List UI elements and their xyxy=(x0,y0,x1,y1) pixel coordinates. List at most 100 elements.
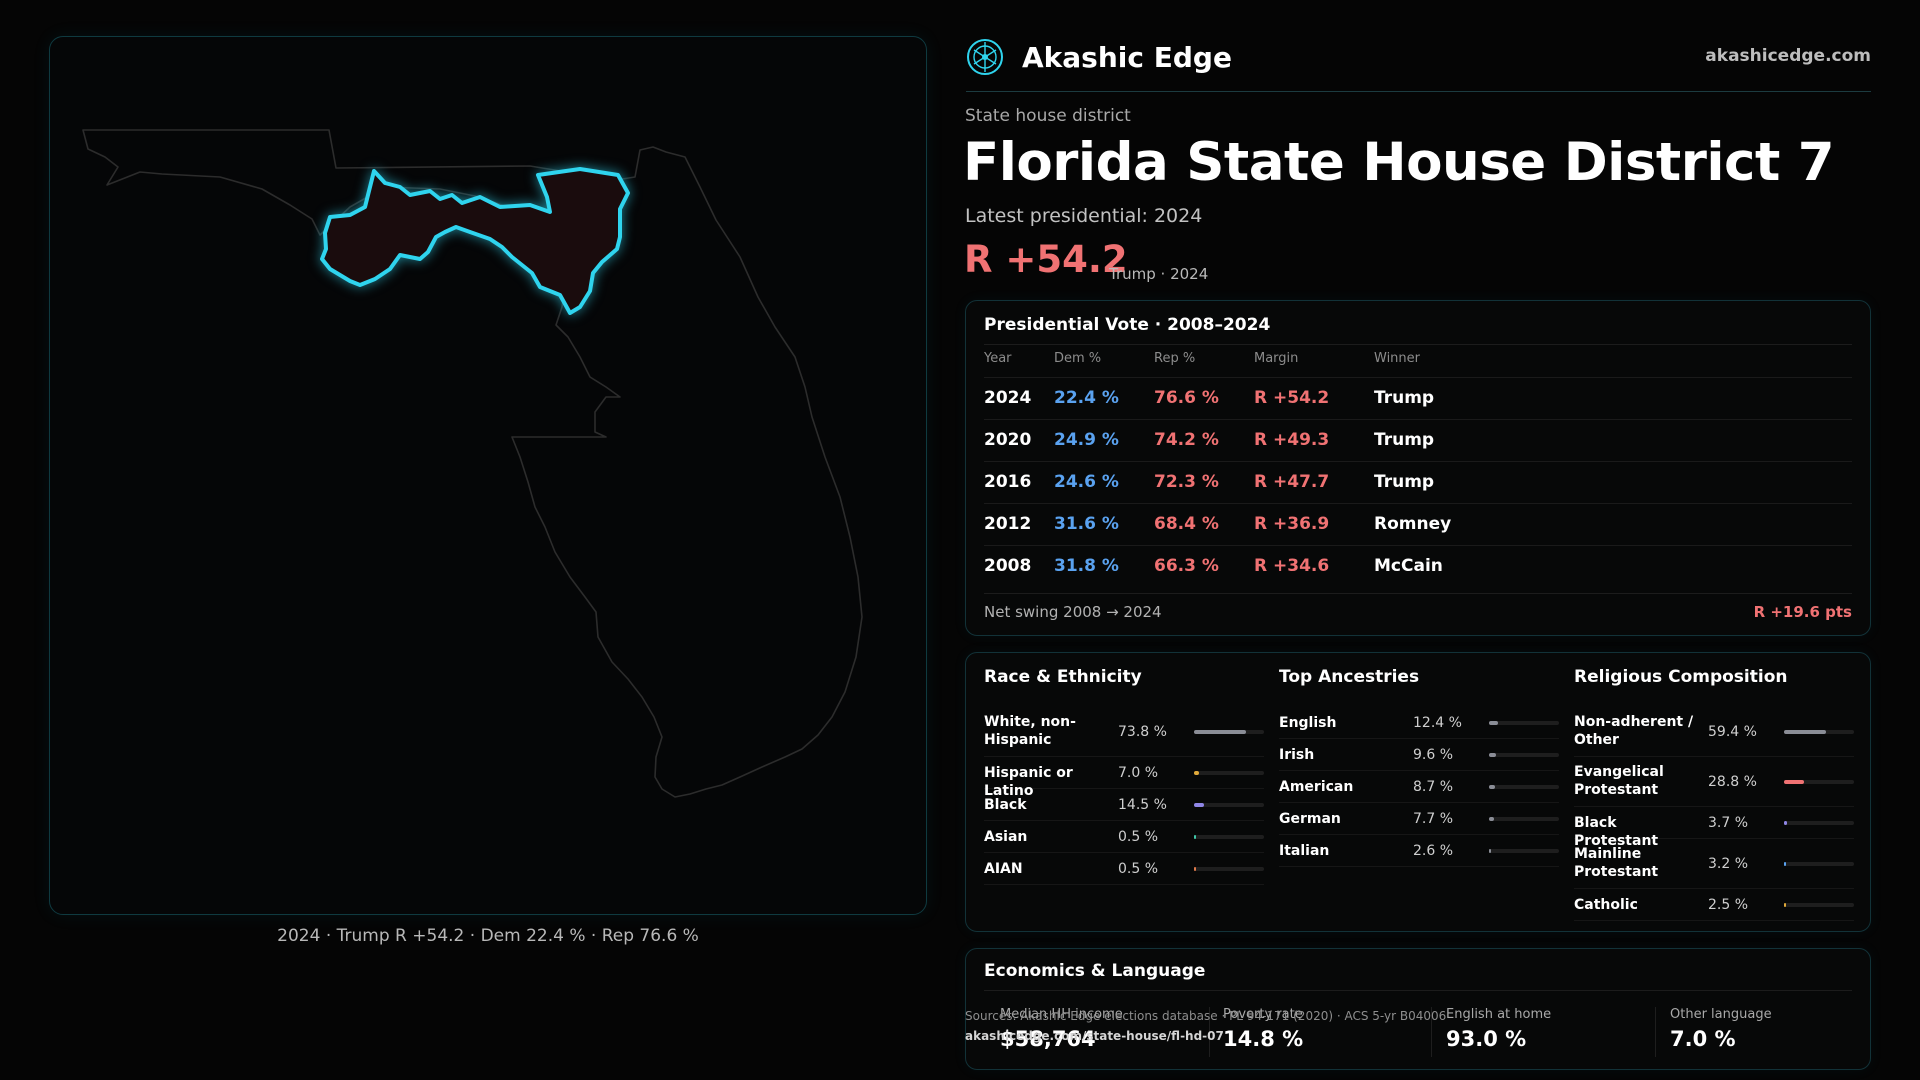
row-year: 2024 xyxy=(984,388,1032,408)
row-rep: 76.6 % xyxy=(1154,388,1219,408)
race-value: 0.5 % xyxy=(1118,861,1159,877)
divider xyxy=(1431,1007,1432,1057)
econ-label: Median HH income xyxy=(1000,1007,1123,1022)
race-label: Black xyxy=(984,797,1027,813)
race-bar-fill xyxy=(1194,803,1205,807)
econ-label: Other language xyxy=(1670,1007,1772,1022)
race-row[interactable]: AIAN 0.5 % xyxy=(984,853,1264,885)
row-rep: 72.3 % xyxy=(1154,472,1219,492)
ancestry-bar xyxy=(1489,721,1559,725)
religion-row[interactable]: Catholic 2.5 % xyxy=(1574,889,1854,921)
row-rep: 68.4 % xyxy=(1154,514,1219,534)
row-dem: 31.8 % xyxy=(1054,556,1119,576)
race-row[interactable]: Asian 0.5 % xyxy=(984,821,1264,853)
religion-row[interactable]: Black Protestant 3.7 % xyxy=(1574,807,1854,849)
brand-name: Akashic Edge xyxy=(1022,40,1232,74)
religion-bar xyxy=(1784,780,1854,784)
econ-value: 7.0 % xyxy=(1670,1027,1736,1051)
religion-bar xyxy=(1784,903,1854,907)
race-label: Hispanic or Latino xyxy=(984,765,1073,799)
ancestry-label: German xyxy=(1279,811,1341,827)
row-winner: McCain xyxy=(1374,556,1443,576)
col-margin: Margin xyxy=(1254,351,1299,366)
race-row[interactable]: Hispanic or Latino 7.0 % xyxy=(984,757,1264,799)
religion-label: Non-adherent / Other xyxy=(1574,714,1694,748)
religion-bar xyxy=(1784,730,1854,734)
ancestry-bar-fill xyxy=(1489,817,1495,821)
ancestry-row[interactable]: Irish 9.6 % xyxy=(1279,739,1559,771)
presidential-card-title: Presidential Vote · 2008–2024 xyxy=(984,315,1271,335)
religion-bar-fill xyxy=(1784,821,1787,825)
race-title: Race & Ethnicity xyxy=(984,667,1142,687)
ancestry-bar-fill xyxy=(1489,721,1498,725)
ancestry-bar-fill xyxy=(1489,849,1491,853)
ancestry-value: 8.7 % xyxy=(1413,779,1454,795)
row-winner: Trump xyxy=(1374,388,1435,408)
row-dem: 22.4 % xyxy=(1054,388,1119,408)
ancestry-row[interactable]: American 8.7 % xyxy=(1279,771,1559,803)
district-kicker: State house district xyxy=(965,106,1131,126)
row-rep: 66.3 % xyxy=(1154,556,1219,576)
race-bar-fill xyxy=(1194,835,1196,839)
race-bar-fill xyxy=(1194,867,1196,871)
ancestry-label: Italian xyxy=(1279,843,1330,859)
row-margin: R +36.9 xyxy=(1254,514,1330,534)
ancestry-value: 7.7 % xyxy=(1413,811,1454,827)
race-bar xyxy=(1194,835,1264,839)
religion-value: 3.2 % xyxy=(1708,856,1749,872)
race-row[interactable]: White, non-Hispanic 73.8 % xyxy=(984,707,1264,757)
demographics-card: Race & Ethnicity White, non-Hispanic 73.8… xyxy=(965,652,1871,932)
econ-label: Poverty rate xyxy=(1223,1007,1303,1022)
source-note: Sources: Akashic Edge elections database… xyxy=(965,1006,1446,1046)
row-margin: R +49.3 xyxy=(1254,430,1330,450)
row-winner: Trump xyxy=(1374,430,1435,450)
table-row[interactable]: 2020 24.9 % 74.2 % R +49.3 Trump xyxy=(984,419,1852,461)
district-7-shape[interactable] xyxy=(320,167,630,315)
econ-median-income: Median HH income $58,764 xyxy=(1000,1007,1210,1062)
district-map-panel[interactable] xyxy=(49,36,927,915)
ancestry-bar xyxy=(1489,753,1559,757)
headline-margin-sub: Trump · 2024 xyxy=(1109,265,1209,283)
ancestry-row[interactable]: English 12.4 % xyxy=(1279,707,1559,739)
source-url[interactable]: akashicedge.com/state-house/fl-hd-07 xyxy=(965,1029,1224,1043)
net-swing-label: Net swing 2008 → 2024 xyxy=(984,603,1162,621)
econ-english-home: English at home 93.0 % xyxy=(1446,1007,1656,1062)
row-dem: 24.9 % xyxy=(1054,430,1119,450)
religion-row[interactable]: Evangelical Protestant 28.8 % xyxy=(1574,757,1854,807)
row-rep: 74.2 % xyxy=(1154,430,1219,450)
economics-card: Economics & Language Median HH income $5… xyxy=(965,948,1871,1070)
race-bar-fill xyxy=(1194,730,1246,734)
race-value: 0.5 % xyxy=(1118,829,1159,845)
religion-row[interactable]: Non-adherent / Other 59.4 % xyxy=(1574,707,1854,757)
row-year: 2020 xyxy=(984,430,1032,450)
ancestry-bar-fill xyxy=(1489,785,1496,789)
race-ethnicity-section: Race & Ethnicity White, non-Hispanic 73.8… xyxy=(984,653,1264,931)
ancestry-value: 2.6 % xyxy=(1413,843,1454,859)
ancestry-row[interactable]: Italian 2.6 % xyxy=(1279,835,1559,867)
col-year: Year xyxy=(984,351,1012,366)
row-margin: R +54.2 xyxy=(1254,388,1330,408)
ancestry-label: Irish xyxy=(1279,747,1315,763)
race-row[interactable]: Black 14.5 % xyxy=(984,789,1264,821)
divider xyxy=(984,344,1852,345)
col-winner: Winner xyxy=(1374,351,1421,366)
headline-margin: R +54.2 xyxy=(964,238,1128,281)
ancestry-row[interactable]: German 7.7 % xyxy=(1279,803,1559,835)
table-row[interactable]: 2016 24.6 % 72.3 % R +47.7 Trump xyxy=(984,461,1852,503)
religion-bar-fill xyxy=(1784,730,1826,734)
race-value: 73.8 % xyxy=(1118,724,1167,740)
page-title: Florida State House District 7 xyxy=(963,132,1835,193)
religion-row[interactable]: Mainline Protestant 3.2 % xyxy=(1574,839,1854,889)
ancestry-value: 9.6 % xyxy=(1413,747,1454,763)
brand[interactable]: Akashic Edge xyxy=(966,38,1232,76)
table-row[interactable]: 2008 31.8 % 66.3 % R +34.6 McCain xyxy=(984,545,1852,587)
table-row[interactable]: 2024 22.4 % 76.6 % R +54.2 Trump xyxy=(984,377,1852,419)
table-row[interactable]: 2012 31.6 % 68.4 % R +36.9 Romney xyxy=(984,503,1852,545)
religion-value: 3.7 % xyxy=(1708,815,1749,831)
econ-value: 14.8 % xyxy=(1223,1027,1304,1051)
site-link[interactable]: akashicedge.com xyxy=(1705,46,1871,66)
religion-bar-fill xyxy=(1784,862,1787,866)
presidential-vote-card: Presidential Vote · 2008–2024 Year Dem %… xyxy=(965,300,1871,636)
florida-map xyxy=(82,129,863,798)
row-margin: R +34.6 xyxy=(1254,556,1330,576)
